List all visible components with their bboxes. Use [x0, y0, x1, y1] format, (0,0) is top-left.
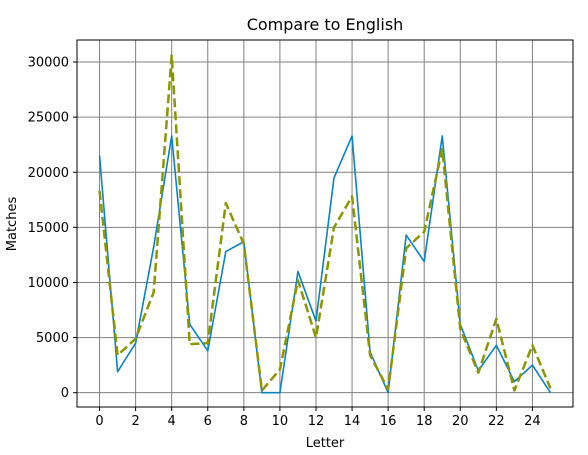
y-tick-label: 15000	[28, 221, 69, 236]
x-tick-label: 24	[524, 414, 541, 429]
series-line-2	[98, 54, 552, 392]
y-tick-label: 10000	[28, 276, 69, 291]
x-axis-label: Letter	[306, 436, 345, 451]
x-tick-label: 10	[272, 414, 289, 429]
x-tick-label: 12	[308, 414, 325, 429]
x-tick-label: 2	[131, 414, 139, 429]
x-tick-label: 22	[488, 414, 505, 429]
y-axis: 0 5000 10000 15000 20000 25000 30000	[28, 56, 77, 401]
chart-title: Compare to English	[247, 15, 404, 34]
x-tick-label: 20	[452, 414, 469, 429]
x-tick-label: 18	[416, 414, 433, 429]
y-tick-label: 25000	[28, 111, 69, 126]
y-tick-label: 0	[61, 386, 69, 401]
x-tick-label: 14	[344, 414, 361, 429]
x-tick-label: 8	[240, 414, 248, 429]
x-tick-label: 16	[380, 414, 397, 429]
y-tick-label: 30000	[28, 56, 69, 71]
grid-lines	[77, 40, 573, 407]
y-tick-label: 20000	[28, 166, 69, 181]
y-tick-label: 5000	[36, 331, 69, 346]
plot-frame	[76, 39, 574, 408]
x-axis: 0 2 4 6 8 10 12 14 16 18 20 22 24	[95, 407, 541, 429]
x-tick-label: 0	[95, 414, 103, 429]
y-axis-label: Matches	[5, 197, 20, 252]
x-tick-label: 6	[204, 414, 212, 429]
x-tick-label: 4	[168, 414, 176, 429]
series-layer	[98, 54, 552, 394]
